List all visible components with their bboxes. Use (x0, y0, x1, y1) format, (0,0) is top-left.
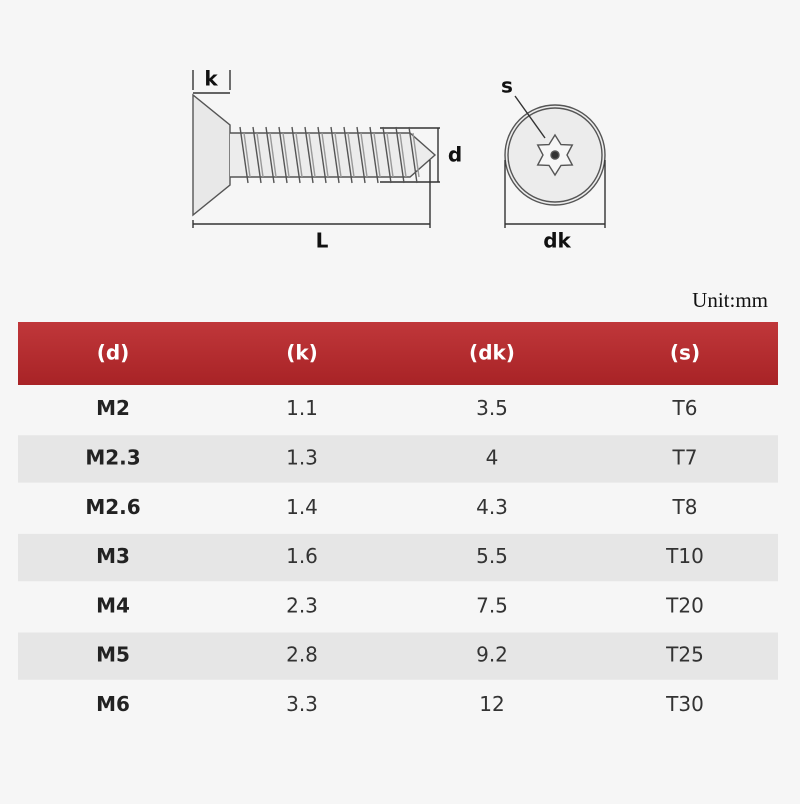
thread (334, 132, 342, 178)
cell: 1.3 (286, 445, 318, 469)
table: (d) (k) (dk) (s) M2 1.1 3.5 T6 M2.3 1.3 4 T7 M2.6 1.4… (18, 341, 778, 716)
size-cell: M5 (96, 643, 130, 667)
cell: T6 (672, 396, 698, 420)
cell: T30 (665, 692, 704, 716)
cell: 5.5 (476, 544, 508, 568)
torx-pin (550, 150, 560, 160)
label-d: d (448, 143, 462, 167)
thread (408, 126, 418, 184)
thread (256, 132, 264, 178)
table-header (18, 322, 778, 385)
header-cell: (s) (670, 341, 700, 365)
label-s: s (501, 74, 513, 98)
thread (347, 132, 355, 178)
screw-side-view (192, 70, 440, 228)
header-cell: (k) (286, 341, 318, 365)
thread (412, 132, 420, 178)
thread (386, 132, 394, 178)
cell: 4 (486, 445, 499, 469)
dim-line (514, 95, 546, 139)
size-cell: M2 (96, 396, 130, 420)
thread (356, 126, 366, 184)
header-cell: (d) (97, 341, 130, 365)
thread (291, 126, 301, 184)
cell: 3.3 (286, 692, 318, 716)
screw-top-view (504, 95, 606, 228)
row-band (18, 632, 778, 680)
thread (382, 126, 392, 184)
unit-label: Unit:mm (692, 288, 768, 312)
cell: T8 (672, 495, 698, 519)
label-dk: dk (543, 229, 571, 253)
label-L: L (316, 229, 329, 253)
thread (282, 132, 290, 178)
cell: 2.3 (286, 593, 318, 617)
label-k: k (204, 67, 218, 91)
size-cell: M6 (96, 692, 130, 716)
thread (295, 132, 303, 178)
thread (252, 126, 262, 184)
header-cell: (dk) (469, 341, 515, 365)
thread (317, 126, 327, 184)
cell: 9.2 (476, 643, 508, 667)
row-band (18, 533, 778, 582)
cell: 1.1 (286, 396, 318, 420)
thread (278, 126, 288, 184)
cell: 4.3 (476, 495, 508, 519)
cell: 2.8 (286, 643, 318, 667)
cell: T20 (665, 593, 704, 617)
size-cell: M4 (96, 593, 130, 617)
thread (265, 126, 275, 184)
row-band (18, 435, 778, 483)
thread (343, 126, 353, 184)
cell: T25 (665, 643, 704, 667)
thread (369, 126, 379, 184)
cell: 3.5 (476, 396, 508, 420)
thread (321, 132, 329, 178)
thread (373, 132, 381, 178)
thread (330, 126, 340, 184)
cell: 7.5 (476, 593, 508, 617)
cell: 1.4 (286, 495, 318, 519)
cell: 1.6 (286, 544, 318, 568)
screw-head (192, 93, 231, 217)
thread (304, 126, 314, 184)
thread (360, 132, 368, 178)
cell: 12 (479, 692, 504, 716)
size-cell: M3 (96, 544, 130, 568)
thread (395, 126, 405, 184)
thread (269, 132, 277, 178)
thread (239, 126, 249, 184)
size-cell: M2.6 (85, 495, 140, 519)
thread (308, 132, 316, 178)
cell: T10 (665, 544, 704, 568)
thread (243, 132, 251, 178)
head-inner (507, 107, 603, 203)
cell: T7 (672, 445, 698, 469)
size-cell: M2.3 (85, 445, 140, 469)
thread (399, 132, 407, 178)
